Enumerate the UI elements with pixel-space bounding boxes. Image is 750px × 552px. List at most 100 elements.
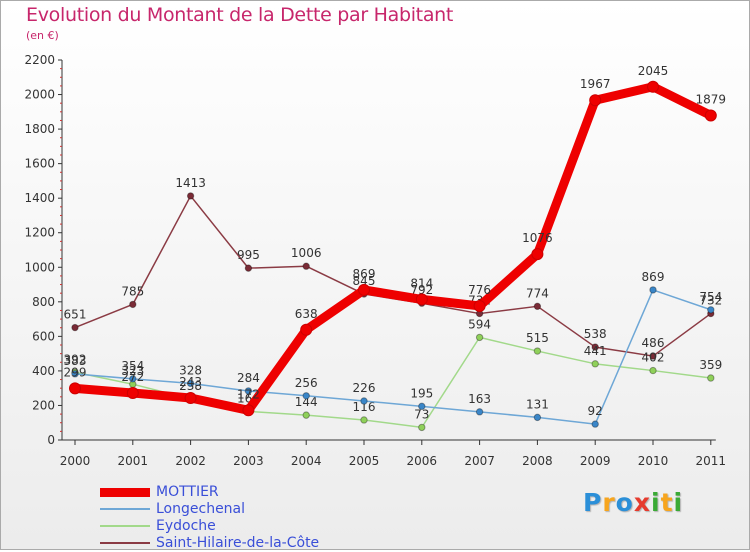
logo-letter: P	[583, 488, 603, 517]
data-label: 792	[410, 283, 433, 297]
data-label: 845	[353, 274, 376, 288]
data-point	[473, 299, 486, 312]
x-tick-label: 2006	[407, 454, 438, 468]
x-tick-label: 2008	[522, 454, 553, 468]
data-point	[649, 352, 657, 360]
data-point	[71, 323, 79, 332]
legend-label: MOTTIER	[156, 484, 219, 500]
y-tick-label: 2000	[24, 88, 55, 102]
data-label: 144	[295, 395, 318, 409]
data-point	[69, 382, 81, 395]
data-point	[126, 387, 139, 400]
y-tick-label: 1400	[24, 191, 55, 205]
y-tick-label: 1800	[24, 122, 55, 136]
legend-swatch	[100, 487, 150, 497]
y-tick-label: 2200	[24, 53, 55, 67]
data-label: 785	[121, 284, 144, 298]
data-label: 172	[237, 387, 260, 401]
series-line-2	[74, 289, 712, 425]
x-tick-label: 2001	[118, 454, 149, 468]
data-label: 1967	[580, 77, 611, 91]
data-point	[358, 283, 370, 296]
data-point	[244, 387, 253, 395]
data-point	[244, 264, 253, 272]
data-label: 515	[526, 331, 549, 345]
data-point	[591, 360, 599, 368]
data-point	[302, 392, 310, 400]
data-point	[129, 300, 137, 309]
data-label: 1076	[522, 231, 553, 245]
data-label: 1006	[291, 246, 322, 260]
data-point	[707, 374, 715, 382]
legend-label: Eydoche	[156, 518, 216, 534]
logo-letter: o	[615, 488, 634, 517]
x-tick-label: 2000	[60, 454, 91, 468]
data-label: 732	[699, 294, 722, 308]
x-tick-label: 2007	[464, 454, 495, 468]
y-tick-label: 1000	[24, 260, 55, 274]
data-point	[531, 248, 544, 261]
data-label: 651	[64, 308, 87, 322]
data-label: 814	[410, 276, 433, 290]
data-label: 1879	[696, 92, 727, 106]
data-point	[707, 306, 715, 314]
y-tick-label: 1200	[24, 226, 55, 240]
legend-label: Longechenal	[156, 501, 246, 517]
logo-letter: r	[602, 488, 616, 517]
data-label: 2045	[638, 64, 669, 78]
data-point	[649, 286, 657, 294]
series-line-3	[70, 82, 716, 415]
data-label: 328	[179, 363, 202, 377]
series-line-0	[74, 195, 712, 357]
x-tick-label: 2005	[349, 454, 380, 468]
data-label: 73	[414, 407, 429, 421]
data-label: 392	[64, 352, 87, 366]
y-tick-label: 200	[32, 398, 55, 412]
data-point	[184, 392, 197, 405]
chart-subtitle: (en €)	[26, 29, 59, 42]
data-label: 869	[353, 267, 376, 281]
data-point	[475, 333, 484, 342]
data-label: 272	[121, 370, 144, 384]
x-tick-label: 2009	[580, 454, 611, 468]
data-label: 195	[410, 386, 433, 400]
data-point	[533, 302, 542, 311]
data-label: 774	[526, 286, 549, 300]
data-label: 538	[584, 327, 607, 341]
data-point	[589, 94, 602, 107]
data-point	[186, 192, 195, 200]
data-label: 284	[237, 371, 260, 385]
data-point	[415, 293, 428, 306]
logo-letter: i	[673, 488, 684, 517]
data-label: 243	[179, 375, 202, 389]
data-label: 299	[64, 365, 87, 379]
proxiti-logo: Proxiti	[583, 488, 683, 517]
y-tick-label: 0	[47, 433, 55, 447]
logo-letter: t	[660, 488, 674, 517]
data-point	[533, 413, 542, 422]
data-point	[302, 411, 310, 419]
data-label: 486	[642, 336, 665, 350]
data-label: 638	[295, 307, 318, 321]
chart-title: Evolution du Montant de la Dette par Hab…	[26, 4, 454, 26]
data-label: 869	[642, 270, 665, 284]
data-label: 226	[353, 381, 376, 395]
x-tick-label: 2002	[175, 454, 206, 468]
data-label: 323	[121, 364, 144, 378]
data-point	[475, 408, 484, 416]
data-point	[242, 404, 255, 417]
logo-letter: x	[633, 488, 651, 517]
data-label: 1413	[175, 176, 206, 190]
x-tick-label: 2004	[291, 454, 322, 468]
data-label: 754	[699, 290, 722, 304]
data-point	[186, 379, 195, 388]
y-tick-label: 400	[32, 364, 55, 378]
data-point	[591, 343, 599, 351]
data-label: 776	[468, 283, 491, 297]
legend-label: Saint-Hilaire-de-la-Côte	[156, 535, 320, 551]
data-point	[71, 370, 79, 378]
data-label: 163	[468, 392, 491, 406]
data-label: 256	[295, 376, 318, 390]
legend-swatch	[100, 542, 150, 544]
